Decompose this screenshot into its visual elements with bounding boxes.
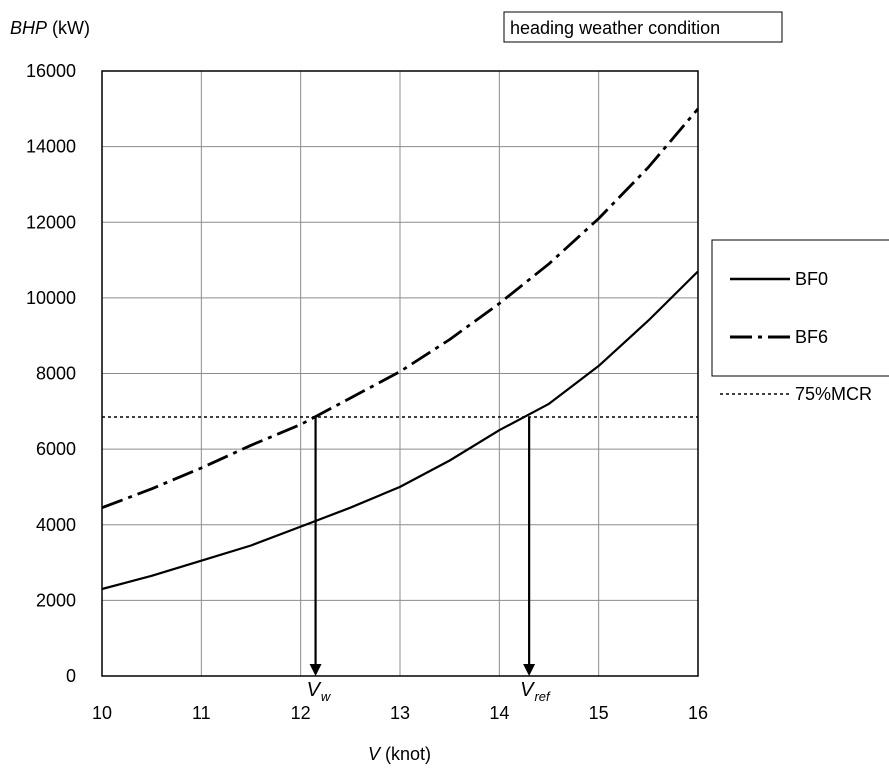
x-tick-label: 14 xyxy=(489,703,509,723)
x-axis-label: V (knot) xyxy=(368,744,431,764)
chart-legend: BF0 BF6 75%MCR xyxy=(711,239,889,404)
x-tick-label: 16 xyxy=(688,703,708,723)
legend-label-75mcr: 75%MCR xyxy=(795,384,872,404)
x-tick-labels: 10 11 12 13 14 15 16 xyxy=(92,703,708,723)
y-tick-label: 14000 xyxy=(26,137,76,157)
x-tick-label: 15 xyxy=(589,703,609,723)
legend-label-bf0: BF0 xyxy=(795,269,828,289)
series-line-bf6 xyxy=(101,107,700,510)
legend-box xyxy=(711,239,889,377)
chart-annotations: Vw Vref xyxy=(307,416,551,704)
x-tick-label: 10 xyxy=(92,703,112,723)
y-tick-label: 6000 xyxy=(36,439,76,459)
y-tick-label: 16000 xyxy=(26,61,76,81)
x-tick-label: 11 xyxy=(192,703,211,723)
y-tick-label: 4000 xyxy=(36,515,76,535)
condition-box-label: heading weather condition xyxy=(510,18,720,38)
y-tick-label: 0 xyxy=(66,666,76,686)
y-tick-label: 12000 xyxy=(26,212,76,232)
plot-area-frame xyxy=(101,70,699,677)
legend-label-bf6: BF6 xyxy=(795,327,828,347)
y-tick-label: 2000 xyxy=(36,590,76,610)
chart-grid xyxy=(101,70,699,677)
y-tick-labels: 0 2000 4000 6000 8000 10000 12000 14000 16000 xyxy=(26,61,76,686)
y-axis-label: BHP (kW) xyxy=(10,18,90,38)
chart-series xyxy=(101,107,700,591)
annotation-arrowhead-w xyxy=(309,664,322,676)
annotation-arrowhead-ref xyxy=(523,664,536,676)
y-tick-label: 8000 xyxy=(36,364,76,384)
condition-box xyxy=(503,11,783,43)
series-line-bf0 xyxy=(101,270,699,591)
annotation-label-w: Vw xyxy=(307,679,332,704)
x-tick-label: 13 xyxy=(390,703,410,723)
annotation-label-ref: Vref xyxy=(520,679,551,704)
x-tick-label: 12 xyxy=(291,703,311,723)
y-tick-label: 10000 xyxy=(26,288,76,308)
